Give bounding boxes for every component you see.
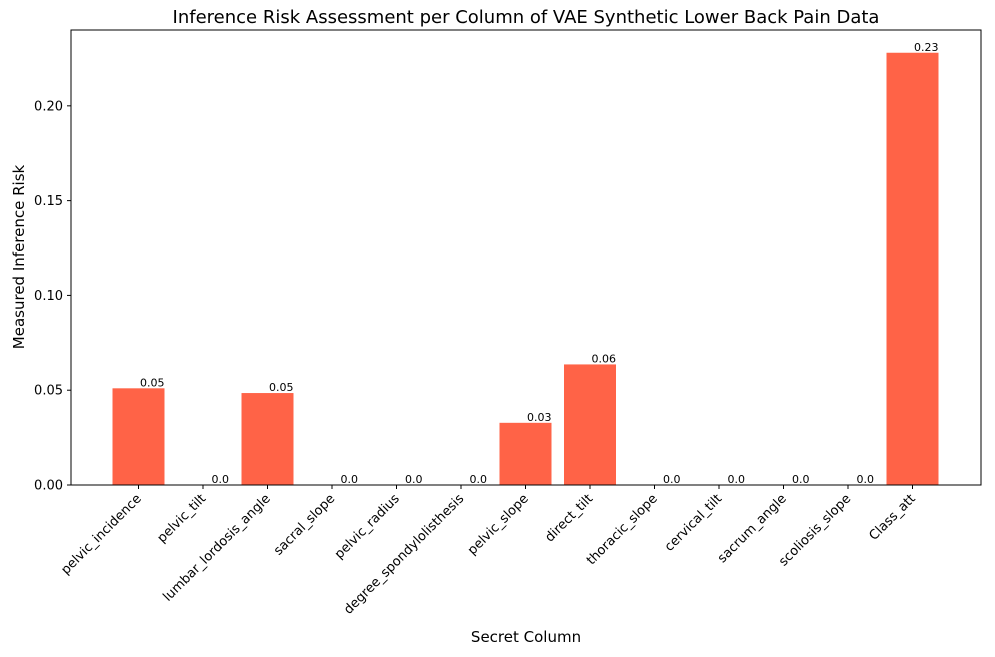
bar-value-label: 0.0 (728, 473, 746, 486)
y-tick-label: 0.10 (34, 289, 63, 304)
bar (112, 388, 165, 485)
bar-value-label: 0.0 (470, 473, 488, 486)
x-tick-label: direct_tilt (542, 491, 596, 545)
bar-value-label: 0.0 (212, 473, 230, 486)
x-tick-label: degree_spondylolisthesis (341, 491, 467, 617)
bars (112, 52, 939, 485)
x-tick-label: lumbar_lordosis_angle (160, 491, 273, 604)
x-tick-label: pelvic_incidence (58, 491, 144, 577)
y-tick-label: 0.20 (34, 99, 63, 114)
x-tick-label: sacral_slope (271, 491, 338, 558)
x-tick-label: sacrum_angle (715, 491, 790, 566)
x-tick-label: pelvic_radius (332, 491, 403, 562)
y-axis: 0.00 0.05 0.10 0.15 0.20 (34, 99, 71, 494)
x-tick-label: cervical_tilt (662, 491, 725, 554)
bar-value-label: 0.0 (663, 473, 681, 486)
bar-value-label: 0.0 (405, 473, 423, 486)
x-tick-label: pelvic_tilt (155, 491, 210, 546)
y-tick-label: 0.05 (34, 384, 63, 399)
x-tick-label: pelvic_slope (465, 491, 532, 558)
x-tick-label: thoracic_slope (584, 491, 661, 568)
x-tick-label: Class_att (867, 491, 919, 543)
bar-value-label: 0.03 (527, 411, 552, 424)
y-tick-label: 0.15 (34, 194, 63, 209)
bar-value-label: 0.0 (792, 473, 810, 486)
bar-value-label: 0.05 (269, 381, 294, 394)
chart-title: Inference Risk Assessment per Column of … (173, 7, 880, 28)
bar (241, 393, 294, 485)
plot-frame (70, 29, 982, 486)
bar (886, 52, 939, 485)
bar (499, 422, 552, 485)
bar-value-label: 0.06 (592, 352, 617, 365)
x-axis: pelvic_incidence pelvic_tiltlumbar_lordos… (58, 485, 919, 618)
bar-value-label: 0.05 (140, 376, 165, 389)
data-labels: 0.05 0.0 0.05 0.0 0.0 0.0 0.03 0.06 0.0 0.0 0.0 0.0… (140, 41, 939, 486)
y-axis-label: Measured Inference Risk (10, 164, 28, 349)
x-axis-label: Secret Column (471, 628, 581, 646)
bar-value-label: 0.23 (914, 41, 939, 54)
bar-value-label: 0.0 (857, 473, 875, 486)
bar-value-label: 0.0 (341, 473, 359, 486)
bar (564, 364, 616, 485)
y-tick-label: 0.00 (34, 479, 63, 494)
